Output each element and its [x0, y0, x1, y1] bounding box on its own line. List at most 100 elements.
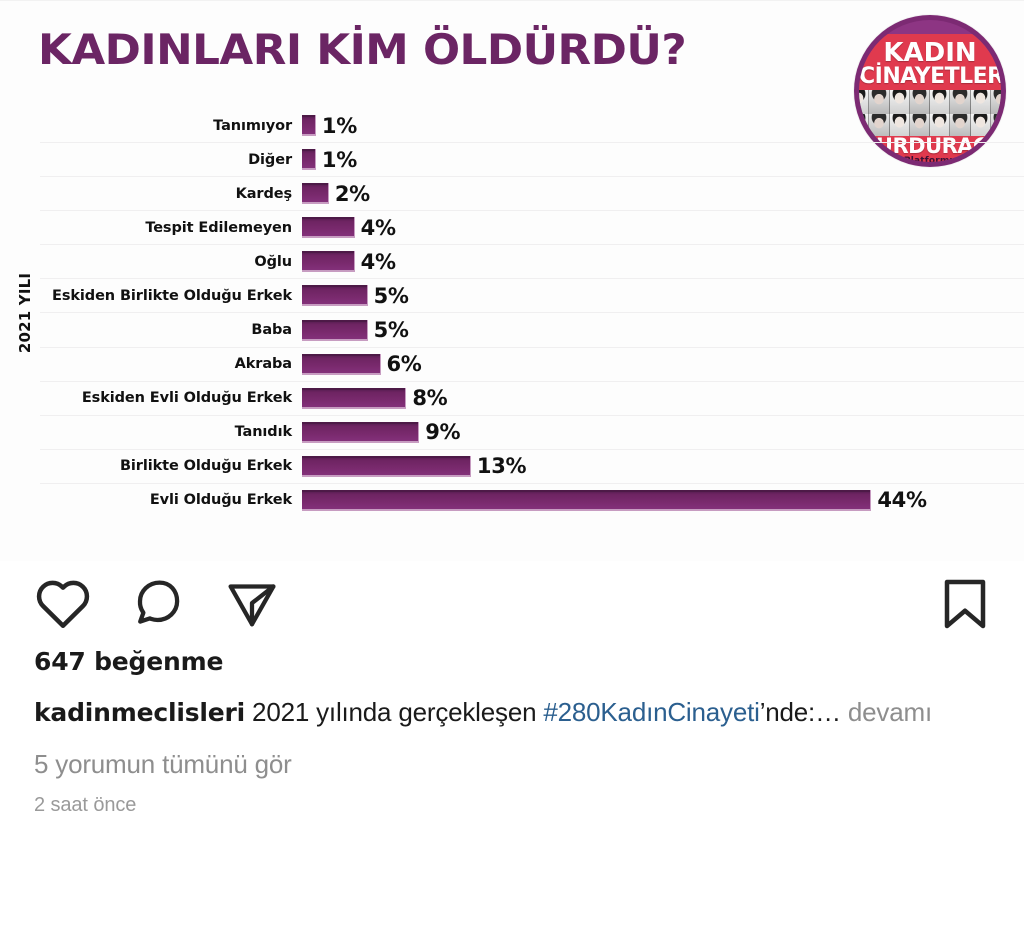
- faces-row-bottom: [859, 114, 1001, 138]
- face-portrait: [950, 90, 971, 114]
- chart-category-label: Oğlu: [254, 253, 292, 270]
- chart-category-label: Akraba: [234, 356, 292, 373]
- face-portrait: [909, 90, 930, 114]
- chart-row: Baba 5%: [40, 313, 1024, 348]
- face-portrait: [950, 114, 971, 138]
- chart-bar: [302, 183, 328, 205]
- chart-bar-track: 2%: [302, 177, 1024, 210]
- chart-row: Kardeş 2%: [40, 177, 1024, 212]
- chart-row: Eskiden Birlikte Olduğu Erkek 5%: [40, 279, 1024, 314]
- chart-bar: [302, 387, 406, 409]
- chart-bar: [302, 489, 871, 511]
- chart-bar-track: 9%: [302, 416, 1024, 449]
- chart-bar: [302, 285, 367, 307]
- chart-category-label: Eskiden Birlikte Olduğu Erkek: [52, 287, 292, 304]
- faces-row-top: [859, 90, 1001, 114]
- campaign-logo-badge: KADIN CİNAYETLERİNİ DURDURACAĞIZ Platfor…: [854, 15, 1006, 167]
- caption-more-link[interactable]: devamı: [840, 697, 932, 727]
- caption-text-part-2: ’nde:…: [759, 697, 841, 727]
- chart-row: Tanıdık 9%: [40, 416, 1024, 450]
- chart-row: Eskiden Evli Olduğu Erkek 8%: [40, 382, 1024, 416]
- chart-row: Akraba 6%: [40, 348, 1024, 382]
- face-portrait: [930, 90, 951, 114]
- chart-bar-track: 6%: [302, 348, 1024, 381]
- y-axis-title-text: 2021 YILI: [16, 272, 35, 354]
- face-portrait: [970, 90, 991, 114]
- chart-bar-track: 44%: [302, 484, 1024, 517]
- chart-row: Diğer 1%: [40, 143, 1024, 178]
- face-portrait: [889, 90, 910, 114]
- chart-bar: [302, 251, 354, 273]
- logo-text-line-2: CİNAYETLERİNİ: [859, 64, 1001, 89]
- post-meta: 647 beğenme kadinmeclisleri 2021 yılında…: [0, 647, 1024, 817]
- chart-category-label: Baba: [251, 322, 292, 338]
- likes-count[interactable]: 647 beğenme: [34, 647, 224, 676]
- chart-row: Birlikte Olduğu Erkek 13%: [40, 450, 1024, 484]
- chart-category-label: Evli Olduğu Erkek: [149, 492, 292, 509]
- chart-bar-track: 5%: [302, 279, 1024, 312]
- face-portrait: [869, 114, 890, 138]
- chart-title: KADINLARI KİM ÖLDÜRDÜ?: [38, 25, 687, 74]
- chart-row: Tespit Edilemeyen 4%: [40, 211, 1024, 246]
- chart-bar: [302, 217, 354, 239]
- post-action-bar: [0, 561, 1024, 647]
- chart-bar-track: 8%: [302, 382, 1024, 415]
- chart-bar-value: 44%: [877, 488, 927, 513]
- chart-category-label: Tespit Edilemeyen: [145, 219, 292, 236]
- chart-bar: [302, 115, 315, 137]
- logo-text-line-4: Platformu: [903, 156, 957, 162]
- share-icon[interactable]: [224, 577, 280, 631]
- chart-category-label: Eskiden Evli Olduğu Erkek: [81, 390, 292, 407]
- chart-bar: [302, 455, 470, 477]
- chart-row: Evli Olduğu Erkek 44%: [40, 484, 1024, 517]
- logo-text-line-1: KADIN: [883, 38, 977, 68]
- view-all-comments-link[interactable]: 5 yorumun tümünü gör: [34, 748, 292, 779]
- post-caption: kadinmeclisleri 2021 yılında gerçekleşen…: [34, 692, 964, 733]
- logo-faces-collage: [859, 90, 1001, 138]
- logo-red-band-top: [859, 34, 1001, 90]
- logo-red-band-bottom: [859, 136, 1001, 162]
- chart-bar: [302, 319, 367, 341]
- chart-bar-track: 4%: [302, 211, 1024, 244]
- logo-inner-circle: KADIN CİNAYETLERİNİ DURDURACAĞIZ Platfor…: [859, 20, 1001, 162]
- chart-bar-track: 13%: [302, 450, 1024, 483]
- face-portrait: [930, 114, 951, 138]
- caption-text-part-1: 2021 yılında gerçekleşen: [245, 697, 544, 727]
- chart-bar-track: 5%: [302, 313, 1024, 346]
- action-icons-right: [940, 577, 990, 631]
- chart-row: Oğlu 4%: [40, 245, 1024, 280]
- chart-bar-track: 4%: [302, 245, 1024, 278]
- chart-category-label: Tanımıyor: [213, 117, 292, 134]
- comment-icon[interactable]: [130, 577, 186, 631]
- face-portrait: [859, 114, 870, 138]
- chart-row: Tanımıyor 1%: [40, 109, 1024, 144]
- face-portrait: [990, 114, 1001, 138]
- post-timestamp: 2 saat önce: [34, 793, 137, 816]
- chart-bar-value: 6%: [386, 352, 422, 377]
- post-image[interactable]: KADINLARI KİM ÖLDÜRDÜ?: [0, 1, 1024, 561]
- caption-hashtag[interactable]: #280KadınCinayeti: [543, 697, 760, 727]
- chart-bar: [302, 421, 419, 443]
- chart-bar-value: 5%: [373, 283, 409, 308]
- face-portrait: [859, 90, 870, 114]
- logo-text-line-3: DURDURACAĞIZ: [859, 134, 1001, 158]
- chart-bar-value: 9%: [425, 420, 461, 445]
- chart-bar: [302, 149, 315, 171]
- chart-bar-value: 4%: [360, 249, 396, 274]
- chart-bar-track: 1%: [302, 109, 1024, 142]
- chart-category-label: Birlikte Olduğu Erkek: [119, 458, 292, 475]
- bookmark-icon[interactable]: [940, 577, 990, 631]
- face-portrait: [970, 114, 991, 138]
- heart-icon[interactable]: [34, 578, 92, 630]
- caption-username[interactable]: kadinmeclisleri: [34, 698, 246, 727]
- chart-category-label: Kardeş: [235, 185, 293, 202]
- face-portrait: [909, 114, 930, 138]
- chart-bar-value: 1%: [321, 113, 357, 138]
- chart-bar: [302, 353, 380, 375]
- chart-bar-track: 1%: [302, 143, 1024, 176]
- chart-rows: Tanımıyor 1% Diğer 1% Kardeş 2% Tespit Edileme…: [40, 109, 1024, 517]
- action-icons-left: [34, 577, 280, 631]
- chart-bar-value: 1%: [321, 147, 357, 172]
- y-axis-title: 2021 YILI: [10, 109, 40, 517]
